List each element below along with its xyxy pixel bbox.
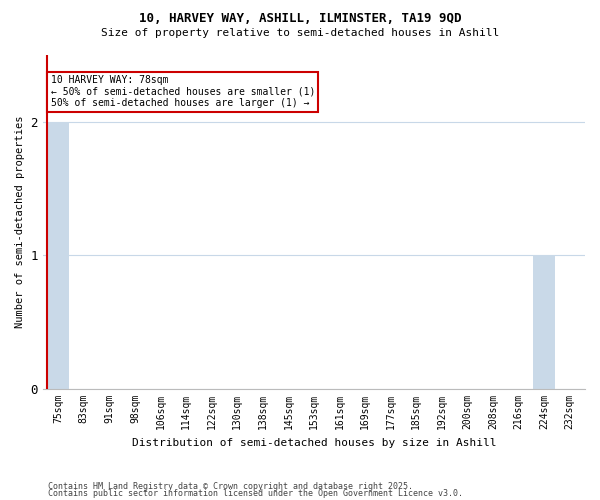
X-axis label: Distribution of semi-detached houses by size in Ashill: Distribution of semi-detached houses by … [132,438,496,448]
Text: Size of property relative to semi-detached houses in Ashill: Size of property relative to semi-detach… [101,28,499,38]
Text: 10, HARVEY WAY, ASHILL, ILMINSTER, TA19 9QD: 10, HARVEY WAY, ASHILL, ILMINSTER, TA19 … [139,12,461,26]
Text: 10 HARVEY WAY: 78sqm
← 50% of semi-detached houses are smaller (1)
50% of semi-d: 10 HARVEY WAY: 78sqm ← 50% of semi-detac… [50,75,315,108]
Bar [533,256,555,389]
Bar [47,122,69,389]
Y-axis label: Number of semi-detached properties: Number of semi-detached properties [15,116,25,328]
Text: Contains HM Land Registry data © Crown copyright and database right 2025.: Contains HM Land Registry data © Crown c… [48,482,413,491]
Text: Contains public sector information licensed under the Open Government Licence v3: Contains public sector information licen… [48,490,463,498]
